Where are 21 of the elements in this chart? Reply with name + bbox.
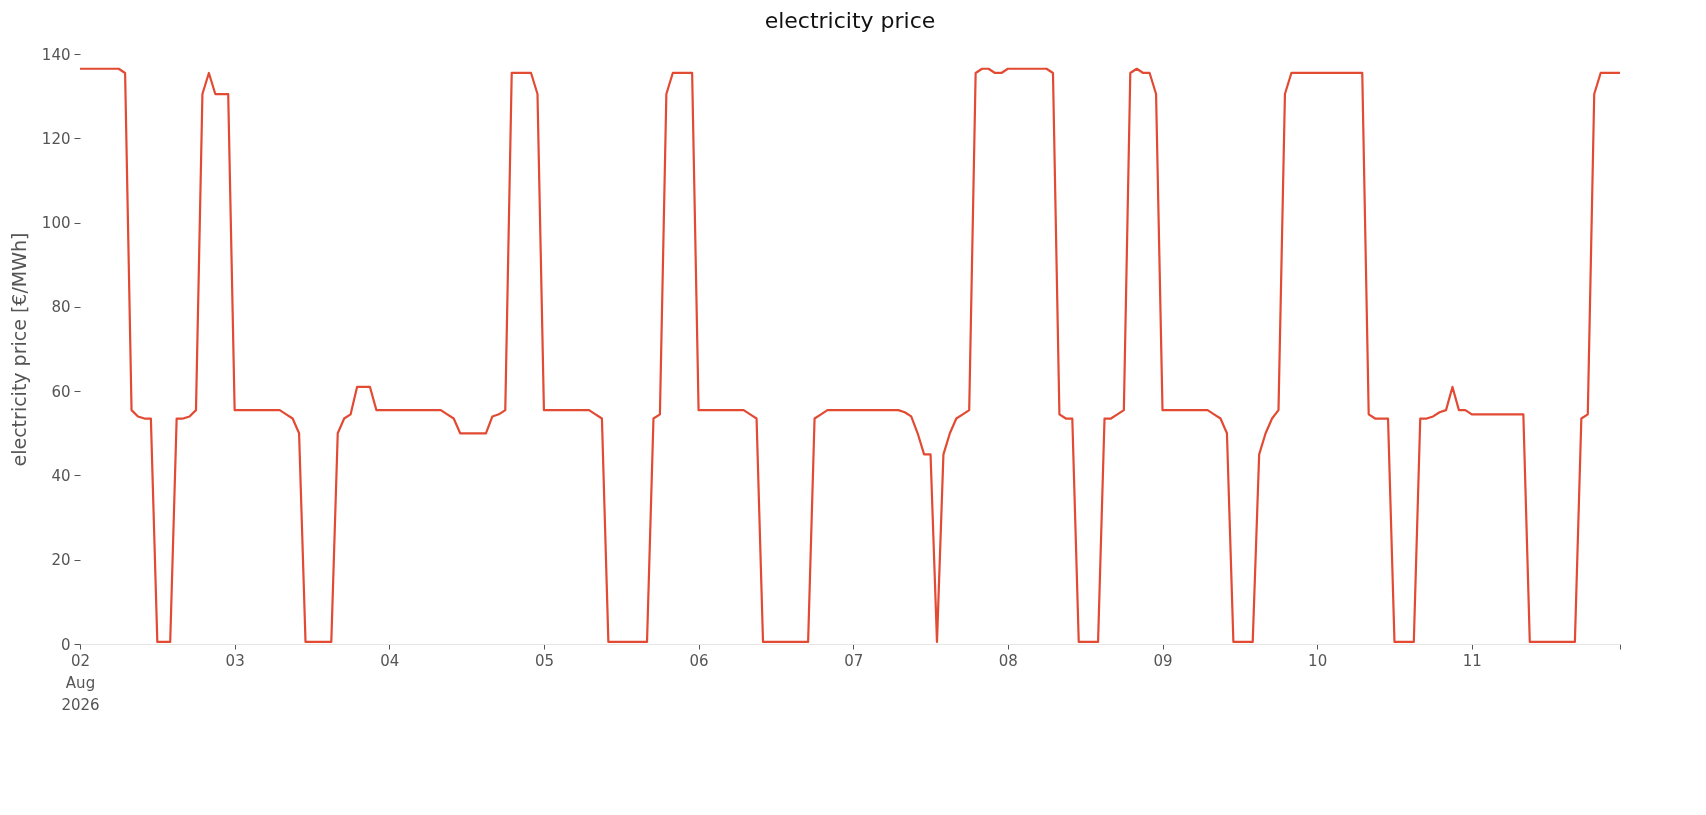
- x-tick-label: 09: [1153, 651, 1173, 670]
- x-tick-label: 10: [1308, 651, 1328, 670]
- y-tick-label: 40: [51, 466, 71, 485]
- y-tick-label: 120: [41, 129, 71, 148]
- x-tick-label: 07: [844, 651, 864, 670]
- chart-title: electricity price: [764, 8, 936, 33]
- y-tick-label: 80: [51, 298, 71, 317]
- x-tick-label: 06: [689, 651, 709, 670]
- x-tick-label: 02 Aug 2026: [61, 651, 100, 714]
- x-tick-label: 05: [534, 651, 554, 670]
- line-series: [80, 67, 1620, 643]
- x-tick-label: 04: [380, 651, 400, 670]
- y-tick-label: 100: [41, 214, 71, 233]
- y-tick-label: 140: [41, 45, 71, 64]
- x-tick-label: 03: [225, 651, 245, 670]
- y-axis-title: electricity price [€/MWh]: [7, 232, 30, 467]
- y-tick-label: 20: [51, 551, 71, 570]
- x-tick-label: 08: [998, 651, 1018, 670]
- x-tick-label: 11: [1462, 651, 1482, 670]
- y-tick-label: 0: [60, 635, 71, 654]
- y-tick-label: 60: [51, 382, 71, 401]
